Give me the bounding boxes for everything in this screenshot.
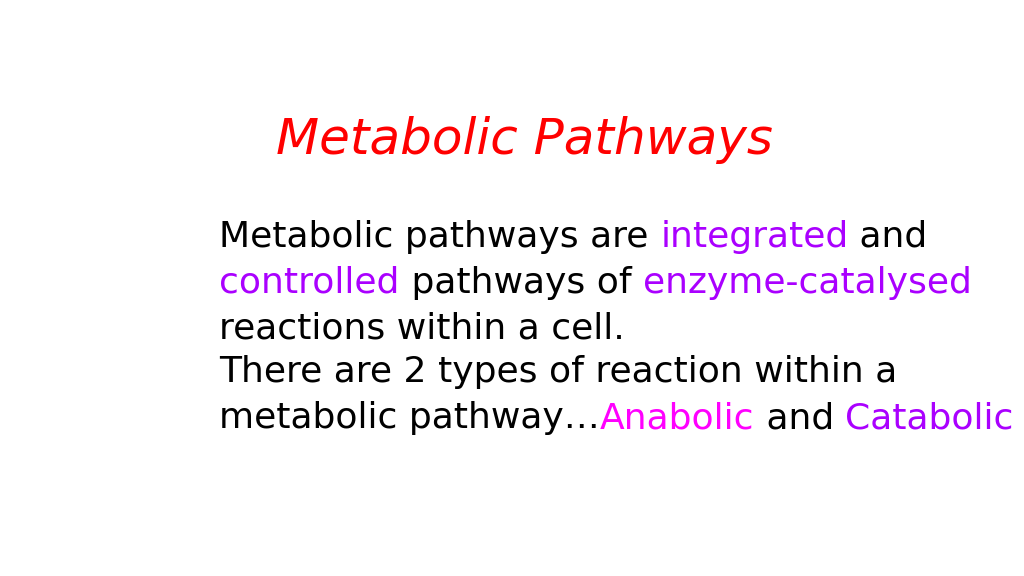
Text: Catabolic: Catabolic (845, 401, 1014, 435)
Text: There are 2 types of reaction within a: There are 2 types of reaction within a (219, 355, 897, 389)
Text: integrated: integrated (660, 220, 849, 254)
Text: and: and (755, 401, 845, 435)
Text: metabolic pathway…: metabolic pathway… (219, 401, 600, 435)
Text: Metabolic pathways are: Metabolic pathways are (219, 220, 660, 254)
Text: and: and (849, 220, 928, 254)
Text: controlled: controlled (219, 266, 399, 300)
Text: pathways of: pathways of (399, 266, 643, 300)
Text: enzyme-catalysed: enzyme-catalysed (643, 266, 972, 300)
Text: Anabolic: Anabolic (600, 401, 755, 435)
Text: Metabolic Pathways: Metabolic Pathways (276, 116, 773, 164)
Text: reactions within a cell.: reactions within a cell. (219, 312, 625, 346)
